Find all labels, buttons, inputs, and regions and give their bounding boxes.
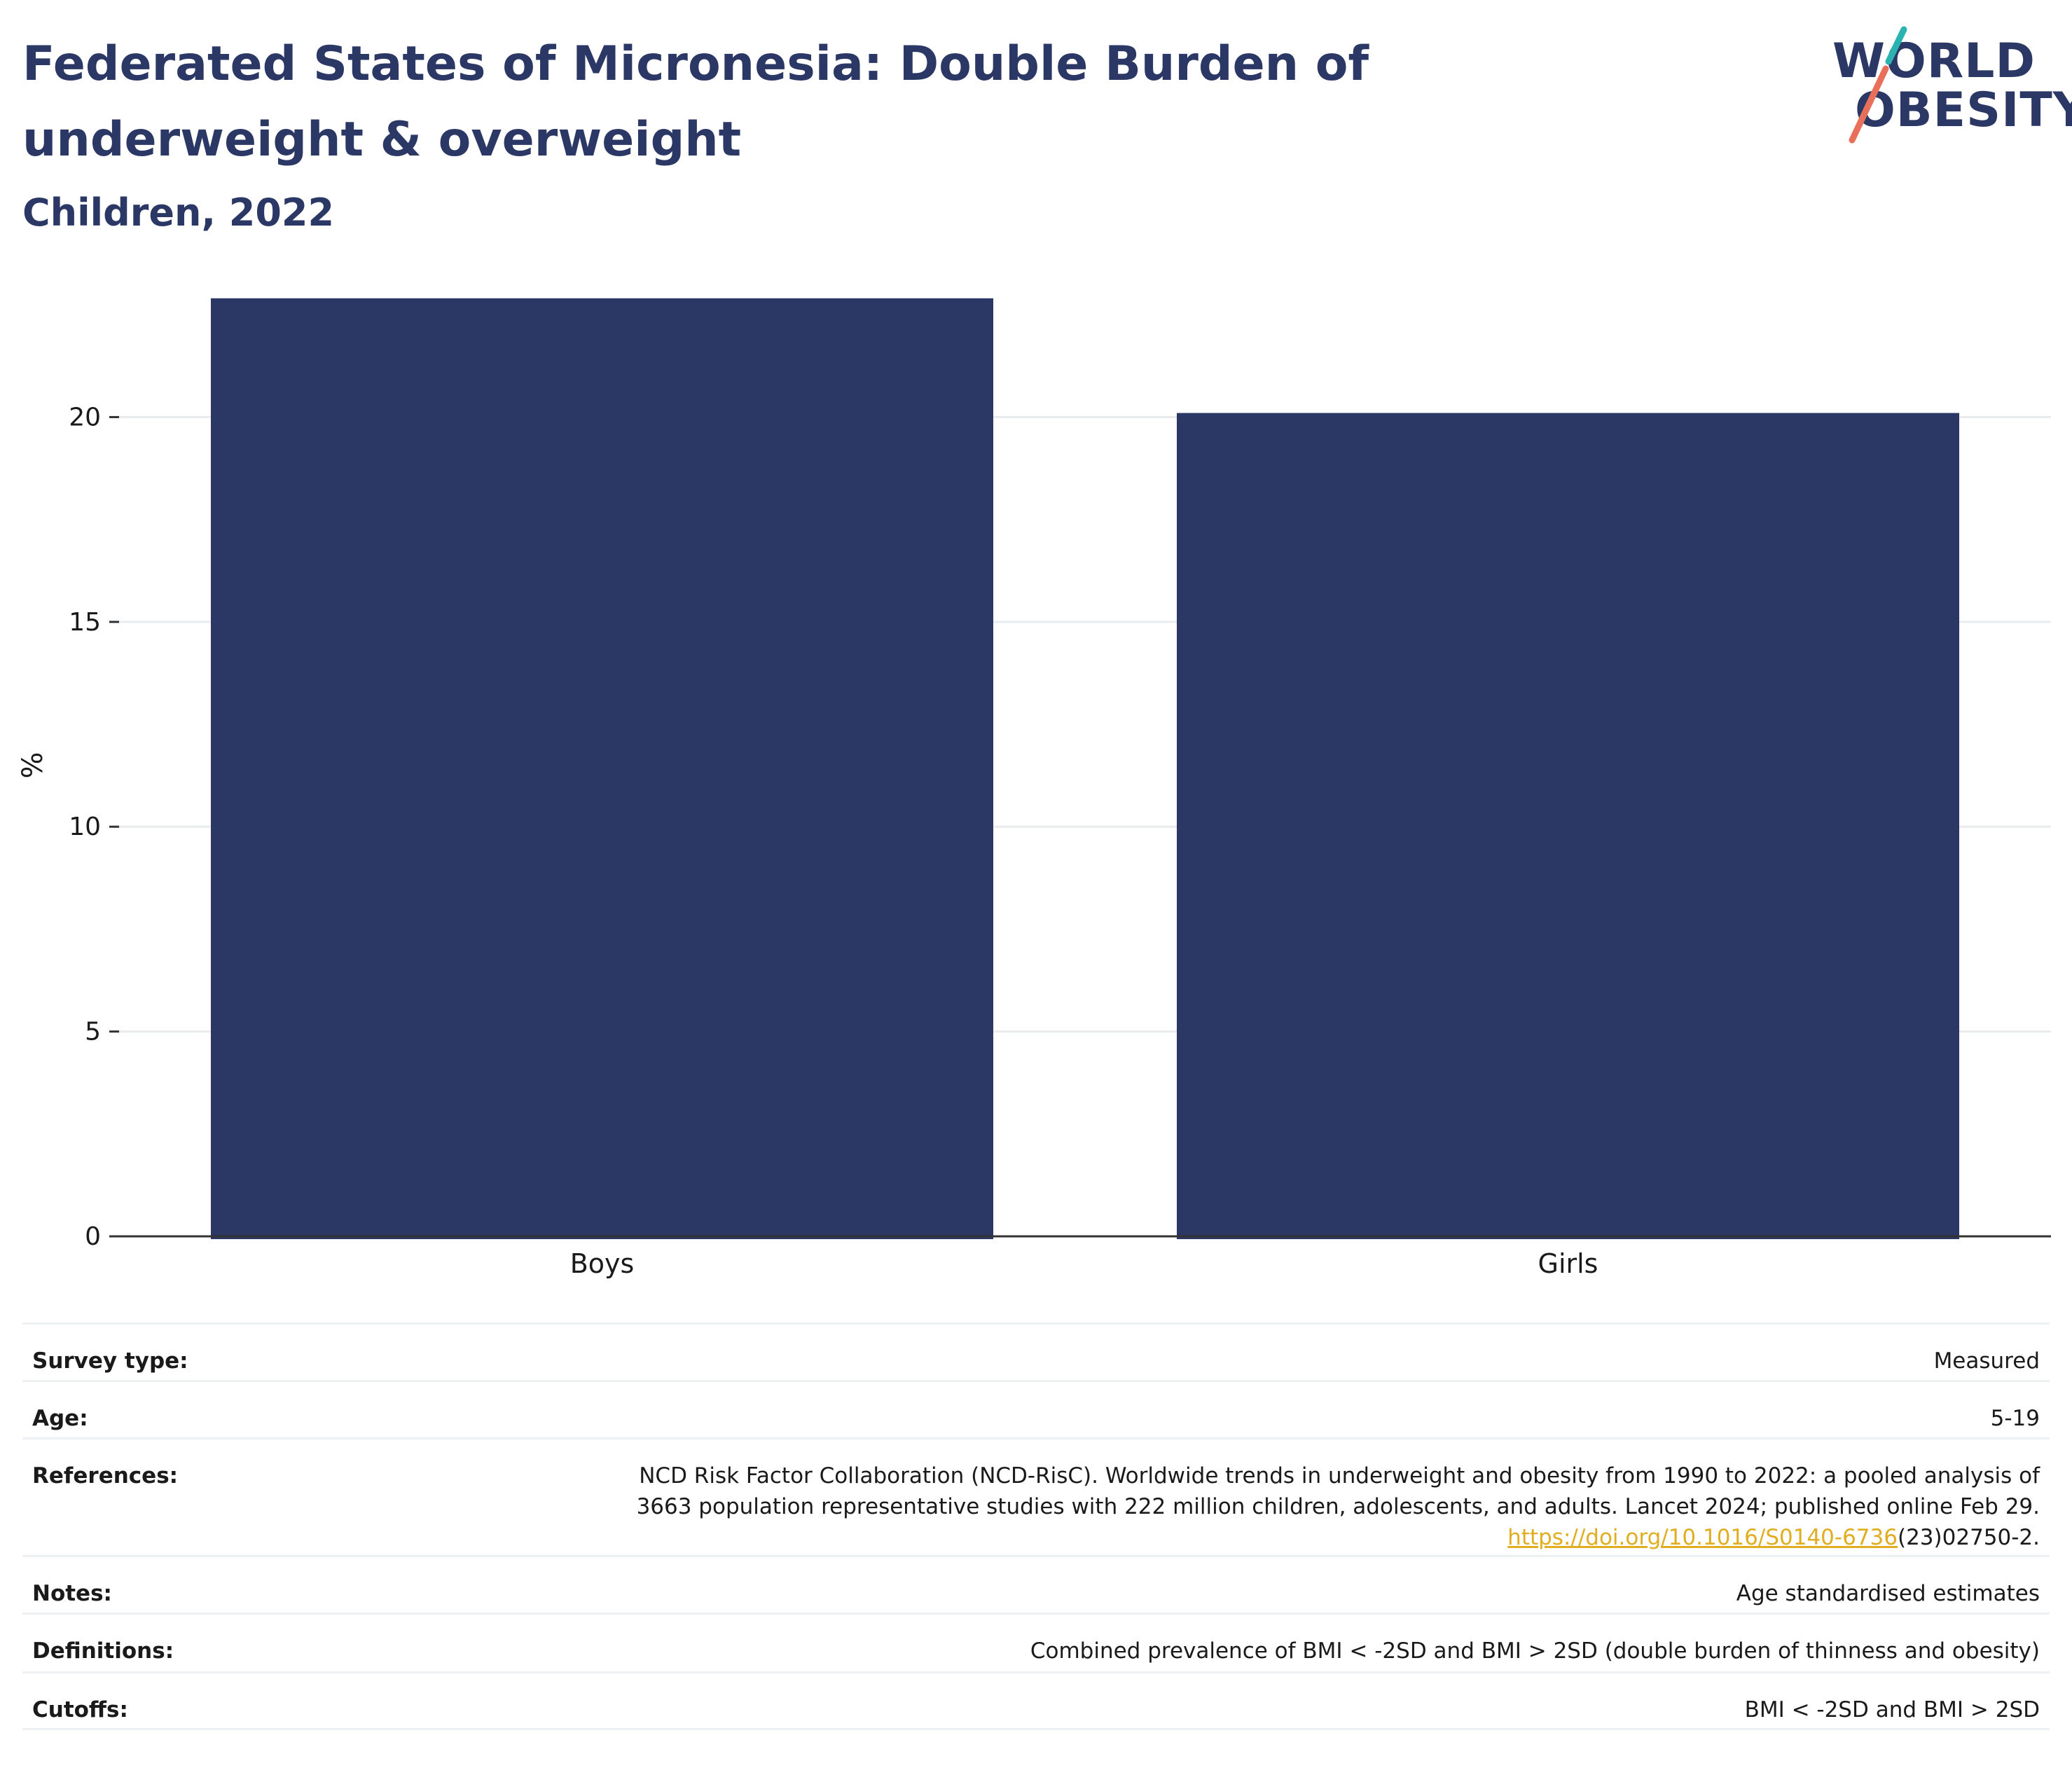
reference-line-1: NCD Risk Factor Collaboration (NCD-RisC)… (639, 1463, 2040, 1489)
reference-link-suffix: (23)02750-2. (1897, 1525, 2040, 1550)
meta-label: Cutoffs: (32, 1697, 128, 1722)
reference-doi-link[interactable]: https://doi.org/10.1016/S0140-6736 (1507, 1525, 1898, 1550)
logo-slash-icon (1849, 26, 1907, 144)
meta-label: Survey type: (32, 1348, 188, 1374)
logo-word-world: WORLD (1832, 34, 2036, 89)
meta-row-notes: Notes: Age standardised estimates (22, 1555, 2050, 1612)
y-tick-label: 20 (69, 403, 101, 431)
x-tick-label: Girls (1538, 1248, 1598, 1279)
y-axis-label: % (17, 752, 49, 778)
y-tick-label: 10 (69, 813, 101, 841)
meta-label: Notes: (32, 1581, 112, 1606)
reference-line-2: 3663 population representative studies w… (636, 1494, 2040, 1519)
meta-value: 5-19 (1990, 1406, 2040, 1431)
y-tick-label: 15 (69, 608, 101, 637)
meta-row-survey-type: Survey type: Measured (22, 1322, 2050, 1380)
meta-label: References: (32, 1463, 179, 1489)
page-subtitle: Children, 2022 (22, 191, 335, 235)
x-tick-label: Boys (570, 1248, 635, 1279)
bar-chart: 0 5 10 15 20 Boys Girls% (0, 252, 2072, 1303)
meta-row-definitions: Definitions: Combined prevalence of BMI … (22, 1612, 2050, 1671)
logo-word-obesity: OBESITY (1855, 83, 2072, 138)
metadata-table: Survey type: Measured Age: 5-19 Referenc… (22, 1322, 2050, 1730)
meta-label: Age: (32, 1406, 88, 1431)
meta-value: BMI < -2SD and BMI > 2SD (1744, 1697, 2040, 1722)
meta-value: Combined prevalence of BMI < -2SD and BM… (1030, 1638, 2040, 1664)
meta-row-age: Age: 5-19 (22, 1380, 2050, 1437)
y-tick-label: 0 (85, 1222, 101, 1251)
bar-girls (1177, 413, 1959, 1240)
meta-value: Measured (1933, 1348, 2040, 1374)
meta-label: Definitions: (32, 1638, 174, 1664)
page-title: Federated States of Micronesia: Double B… (22, 36, 1369, 167)
world-obesity-logo: WORLD OBESITY (1821, 21, 2072, 147)
y-tick-label: 5 (85, 1018, 101, 1047)
meta-row-references: References: NCD Risk Factor Collaboratio… (22, 1437, 2050, 1555)
meta-row-cutoffs: Cutoffs: BMI < -2SD and BMI > 2SD (22, 1671, 2050, 1730)
bar-boys (211, 298, 993, 1239)
meta-value: NCD Risk Factor Collaboration (NCD-RisC)… (637, 1460, 2040, 1553)
chart-canvas: 0 5 10 15 20 Boys Girls% (17, 298, 2051, 1279)
meta-value: Age standardised estimates (1736, 1581, 2040, 1606)
